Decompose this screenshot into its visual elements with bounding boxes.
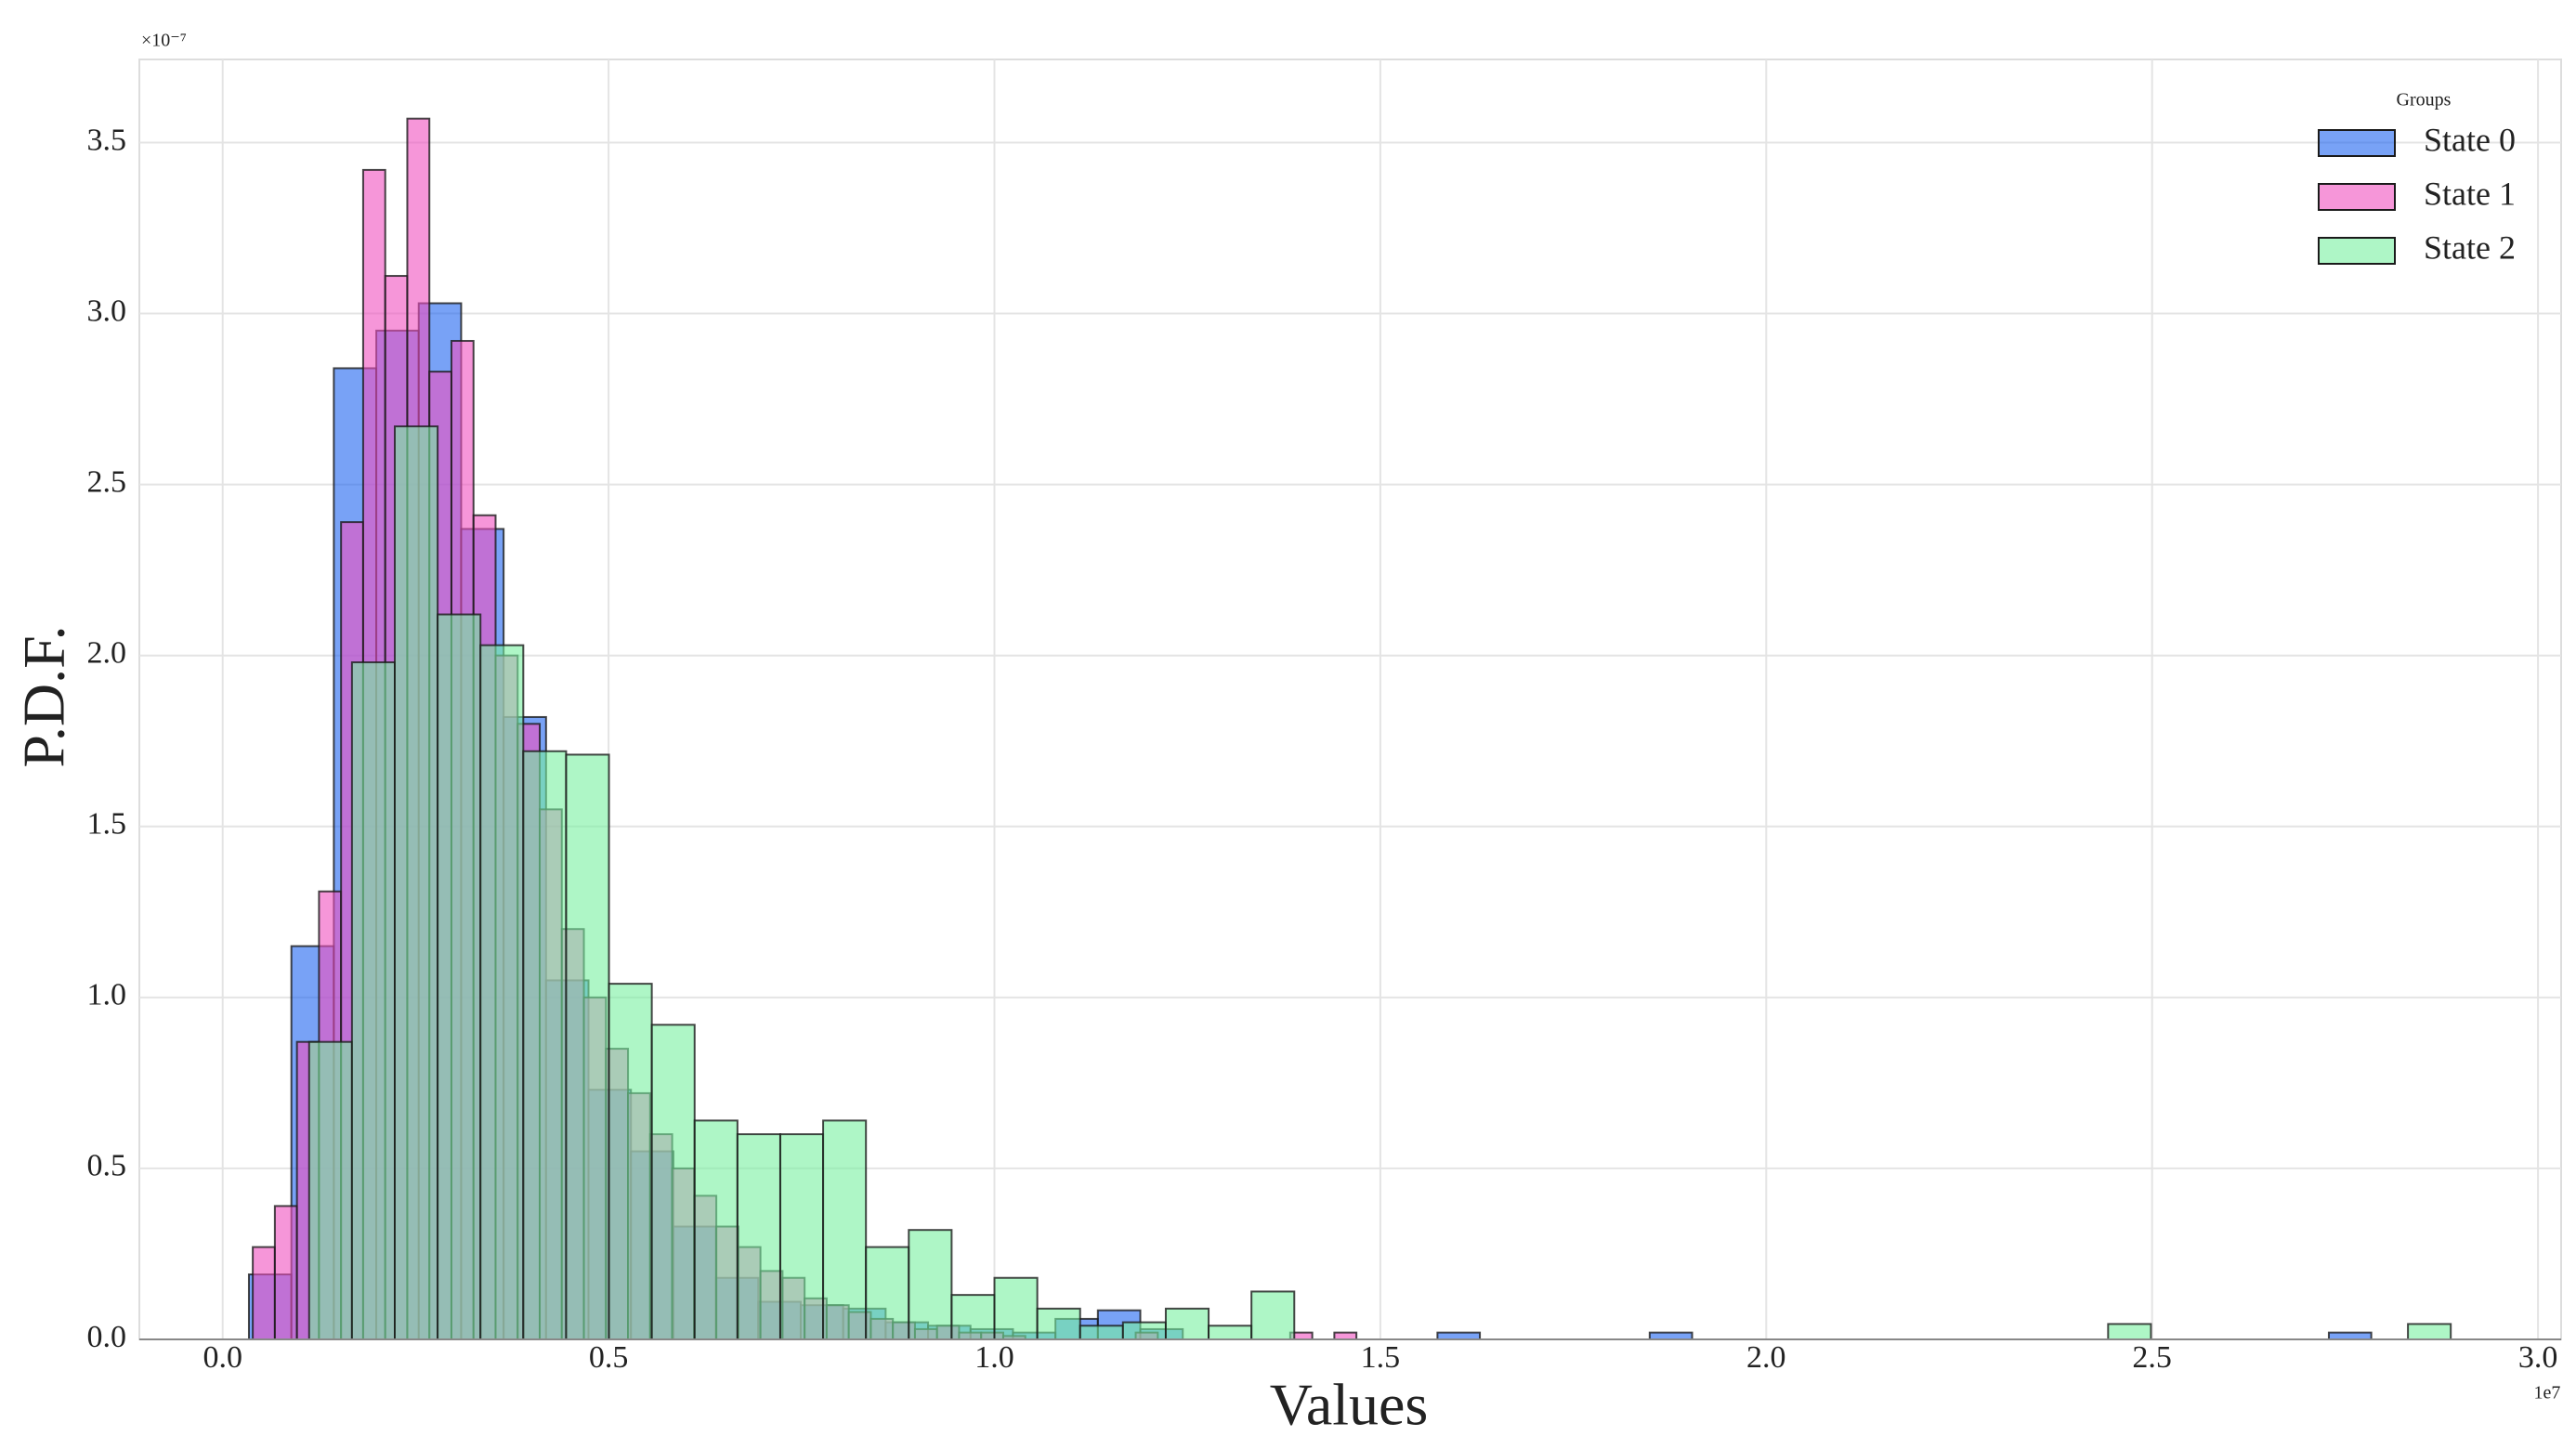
histogram-bar <box>865 1246 910 1341</box>
histogram-bar <box>1208 1325 1253 1340</box>
histogram-bar <box>2327 1331 2373 1341</box>
histogram-bar <box>1036 1307 1081 1341</box>
histogram-bar <box>608 983 653 1341</box>
histogram-bar <box>307 1040 353 1341</box>
histogram-bar <box>693 1119 739 1340</box>
histogram-bar <box>2407 1323 2452 1341</box>
y-offset-label: ×10⁻⁷ <box>141 31 187 51</box>
histogram-bar <box>2107 1323 2152 1341</box>
histogram-bar <box>1079 1325 1124 1340</box>
histogram-bar <box>1164 1307 1210 1341</box>
y-tick-label: 3.5 <box>87 123 127 157</box>
x-tick-label: 2.5 <box>2132 1340 2172 1375</box>
histogram-bar <box>993 1276 1039 1340</box>
histogram-bar <box>273 1205 298 1341</box>
y-tick-label: 3.0 <box>87 294 127 328</box>
x-tick-label: 1.0 <box>974 1340 1014 1375</box>
legend-title: Groups <box>2397 90 2452 111</box>
x-tick-label: 0.0 <box>203 1340 242 1375</box>
histogram-bar <box>650 1024 696 1341</box>
histogram-bar <box>565 753 610 1340</box>
histogram-bar <box>822 1119 868 1340</box>
histogram-bar <box>778 1133 825 1340</box>
y-tick-label: 2.0 <box>87 635 127 670</box>
legend: Groups State 0 State 1 State 2 <box>2318 90 2516 266</box>
y-tick-label: 1.0 <box>87 978 127 1012</box>
histogram-bar <box>1648 1331 1693 1341</box>
histogram-bar <box>1121 1321 1167 1340</box>
x-tick-label: 1.5 <box>1361 1340 1401 1375</box>
x-offset-label: 1e7 <box>2534 1383 2561 1403</box>
bars <box>247 117 2452 1341</box>
y-tick-label: 0.0 <box>87 1320 127 1354</box>
y-axis-label: P.D.F. <box>11 625 77 767</box>
x-tick-label: 2.0 <box>1746 1340 1786 1375</box>
histogram-bar <box>393 425 439 1340</box>
histogram-bar <box>950 1294 996 1341</box>
legend-label: State 0 <box>2424 121 2516 158</box>
legend-swatch <box>2318 237 2396 265</box>
x-axis-label: Values <box>1270 1372 1429 1438</box>
histogram-bar <box>1436 1331 1482 1341</box>
legend-label: State 2 <box>2424 228 2516 266</box>
histogram-bar <box>252 1246 276 1341</box>
x-tick-label: 0.5 <box>589 1340 629 1375</box>
histogram-bar <box>908 1229 953 1341</box>
histogram-bar <box>1250 1290 1296 1341</box>
histogram-bar <box>1333 1331 1358 1341</box>
histogram-bar <box>479 644 525 1340</box>
histogram-bar <box>522 750 568 1340</box>
legend-label: State 1 <box>2424 175 2516 212</box>
histogram-bar <box>736 1133 781 1340</box>
histogram-bar <box>350 661 396 1340</box>
legend-swatch <box>2318 183 2396 211</box>
y-tick-label: 0.5 <box>87 1149 127 1183</box>
legend-swatch <box>2318 129 2396 157</box>
axes: 0.0 0.5 1.0 1.5 2.0 2.5 3.0 3.5 0.0 0.5 1.0 1.5 2.0 2… <box>87 123 2561 1375</box>
y-tick-label: 1.5 <box>87 807 127 842</box>
histogram-bar <box>437 613 482 1340</box>
x-tick-label: 3.0 <box>2518 1340 2558 1375</box>
y-tick-label: 2.5 <box>87 464 127 499</box>
